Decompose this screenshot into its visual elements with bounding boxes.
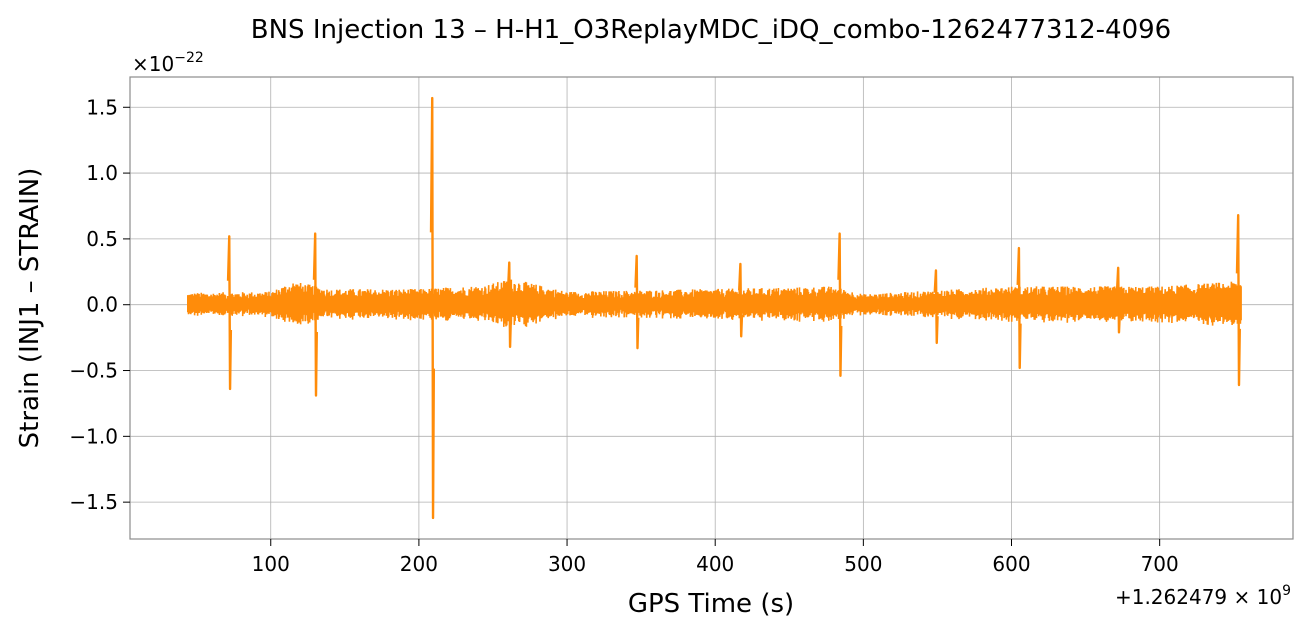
y-tick-label: 0.5 [86, 227, 118, 251]
glitch-spike [1235, 214, 1241, 387]
x-tick-label: 500 [844, 552, 882, 576]
glitch-spike [312, 232, 318, 397]
x-tick-label: 300 [548, 552, 586, 576]
glitch-spike [429, 96, 436, 520]
x-tick-label: 100 [252, 552, 290, 576]
x-tick-label: 600 [992, 552, 1030, 576]
y-tick-label: −0.5 [69, 359, 118, 383]
strain-trace [187, 279, 1242, 327]
glitch-spike [506, 261, 513, 349]
x-tick-label: 200 [400, 552, 438, 576]
glitch-spike [1016, 246, 1022, 370]
chart-title: BNS Injection 13 – H-H1_O3ReplayMDC_iDQ_… [251, 15, 1171, 45]
glitch-spike [933, 269, 939, 345]
y-tick-label: 1.0 [86, 161, 118, 185]
x-tick-label: 400 [696, 552, 734, 576]
y-scale-factor: ×10−22 [132, 50, 204, 76]
x-offset-label: +1.262479 × 109 [1115, 583, 1291, 609]
x-axis-label: GPS Time (s) [628, 589, 794, 619]
x-tick-label: 700 [1141, 552, 1179, 576]
glitch-spike [737, 262, 744, 338]
glitch-spike [634, 254, 640, 350]
y-tick-label: −1.0 [69, 424, 118, 448]
y-tick-label: 0.0 [86, 293, 118, 317]
glitch-spike [226, 235, 233, 391]
plot-frame [129, 76, 1294, 540]
glitch-spike [837, 232, 843, 377]
y-tick-label: −1.5 [69, 490, 118, 514]
y-axis-label: Strain (INJ1 – STRAIN) [15, 168, 45, 449]
y-tick-label: 1.5 [86, 95, 118, 119]
glitch-spike [1115, 266, 1121, 334]
